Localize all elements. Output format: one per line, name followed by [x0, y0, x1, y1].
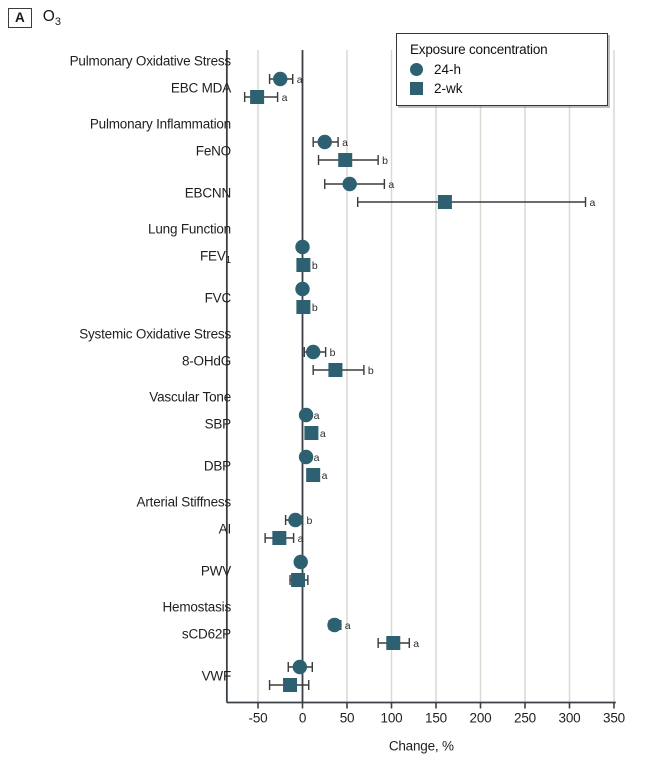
sig-label: a: [282, 92, 288, 104]
tick-label: 350: [603, 711, 625, 726]
marker-circle: [298, 407, 314, 423]
tick-label: 250: [514, 711, 536, 726]
marker-circle: [298, 449, 314, 465]
legend-title: Exposure concentration: [410, 42, 548, 57]
sig-label: a: [297, 74, 303, 86]
marker-square: [296, 300, 311, 314]
row-label: FEV1: [200, 249, 232, 266]
sig-label: b: [312, 260, 318, 272]
row-label: AI: [219, 522, 231, 537]
x-axis-title: Change, %: [389, 739, 454, 754]
marker-circle: [327, 617, 342, 633]
group-header: Lung Function: [148, 222, 231, 237]
tick-label: -50: [249, 711, 268, 726]
gas-label: O3: [43, 8, 61, 28]
marker-circle: [305, 344, 321, 360]
marker-circle: [317, 134, 332, 150]
sig-label: a: [413, 638, 419, 650]
row-label: SBP: [205, 417, 232, 432]
marker-circle: [288, 512, 303, 528]
sig-label: a: [298, 533, 304, 545]
row-label: EBC MDA: [171, 81, 231, 96]
tick-label: 0: [299, 711, 306, 726]
group-header: Vascular Tone: [149, 390, 231, 405]
tick-label: 300: [559, 711, 581, 726]
tick-label: 100: [381, 711, 403, 726]
tick-label: 50: [340, 711, 355, 726]
marker-square: [306, 468, 321, 482]
marker-circle: [293, 554, 308, 570]
gas-subscript: 3: [54, 16, 61, 29]
sig-label: a: [314, 452, 320, 464]
marker-circle: [295, 281, 310, 297]
legend-item-label: 2-wk: [434, 81, 463, 96]
legend-item-2wk: 2-wk: [410, 81, 597, 96]
sig-label: b: [312, 302, 318, 314]
legend-item-label: 24-h: [434, 62, 462, 77]
group-header: Pulmonary Oxidative Stress: [70, 54, 232, 69]
group-header: Arterial Stiffness: [137, 495, 232, 510]
marker-circle: [342, 176, 357, 192]
marker-square: [272, 531, 287, 545]
sig-label: a: [388, 179, 394, 191]
tick-label: 200: [470, 711, 492, 726]
marker-circle: [292, 659, 308, 675]
marker-square: [328, 363, 343, 377]
group-header: Systemic Oxidative Stress: [79, 327, 231, 342]
row-label: sCD62P: [182, 627, 231, 642]
tick-label: 150: [425, 711, 447, 726]
sig-label: b: [382, 155, 388, 167]
row-label: VWF: [202, 669, 231, 684]
row-label: DBP: [204, 459, 231, 474]
marker-square: [250, 90, 265, 104]
sig-label: a: [320, 428, 326, 440]
row-label: 8-OHdG: [182, 354, 231, 369]
row-label: FVC: [205, 291, 232, 306]
legend: Exposure concentration 24-h 2-wk: [396, 33, 608, 106]
legend-item-24h: 24-h: [410, 62, 597, 77]
row-label: EBCNN: [185, 186, 231, 201]
marker-square: [291, 573, 306, 587]
marker-square: [437, 195, 452, 209]
row-label: PWV: [201, 564, 231, 579]
panel-header: A O3: [8, 8, 61, 28]
group-header: Hemostasis: [162, 600, 231, 615]
marker-square: [304, 426, 319, 440]
group-header: Pulmonary Inflammation: [90, 117, 231, 132]
marker-circle: [273, 71, 288, 87]
marker-square: [386, 636, 401, 650]
sig-label: a: [342, 137, 348, 149]
panel-label: A: [8, 8, 32, 29]
marker-square: [283, 678, 298, 692]
sig-label: a: [322, 470, 328, 482]
gas-symbol: O: [42, 8, 55, 25]
marker-circle: [295, 239, 310, 255]
sig-label: b: [307, 515, 313, 527]
sig-label: a: [590, 197, 596, 209]
square-marker-icon: [410, 82, 423, 95]
circle-marker-icon: [410, 63, 423, 76]
sig-label: a: [314, 410, 320, 422]
sig-label: a: [345, 620, 351, 632]
sig-label: b: [330, 347, 336, 359]
sig-label: b: [368, 365, 374, 377]
marker-square: [296, 258, 311, 272]
marker-square: [338, 153, 353, 167]
row-label: FeNO: [196, 144, 231, 159]
